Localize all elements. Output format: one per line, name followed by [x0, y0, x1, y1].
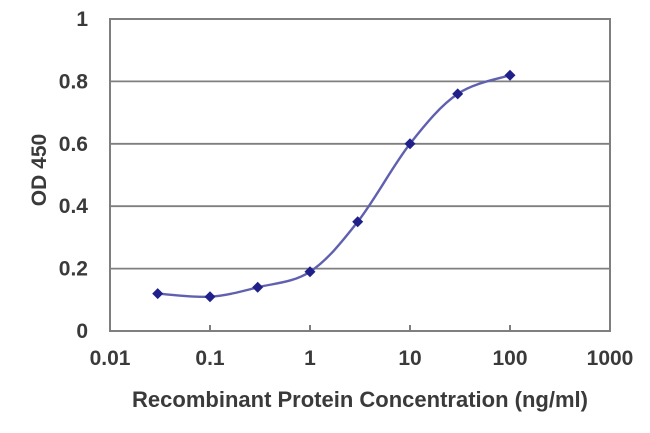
- y-tick-label: 0.2: [59, 258, 88, 281]
- data-point-marker: [452, 88, 464, 100]
- x-tick-label: 0.01: [90, 347, 131, 370]
- y-axis-title: OD 450: [28, 134, 51, 206]
- y-tick-label: 0.6: [59, 133, 88, 156]
- x-tick-label: 1000: [587, 347, 634, 370]
- data-point-marker: [252, 281, 264, 293]
- data-point-marker: [304, 266, 316, 278]
- y-tick-label: 0.4: [59, 195, 89, 218]
- x-tick-label: 10: [398, 347, 421, 370]
- y-tick-label: 1: [76, 8, 88, 31]
- x-axis-title: Recombinant Protein Concentration (ng/ml…: [132, 387, 588, 412]
- x-tick-label: 0.1: [195, 347, 225, 370]
- plot-area: [109, 18, 611, 332]
- y-tick-label: 0: [76, 320, 88, 343]
- data-point-marker: [204, 291, 216, 303]
- series-line: [156, 74, 512, 299]
- data-point-marker: [152, 288, 164, 300]
- x-tick-label: 100: [492, 347, 527, 370]
- y-tick-label: 0.8: [59, 70, 89, 93]
- data-point-marker: [404, 138, 416, 150]
- data-point-marker: [504, 69, 516, 81]
- data-point-marker: [352, 216, 364, 228]
- x-tick-label: 1: [304, 347, 316, 370]
